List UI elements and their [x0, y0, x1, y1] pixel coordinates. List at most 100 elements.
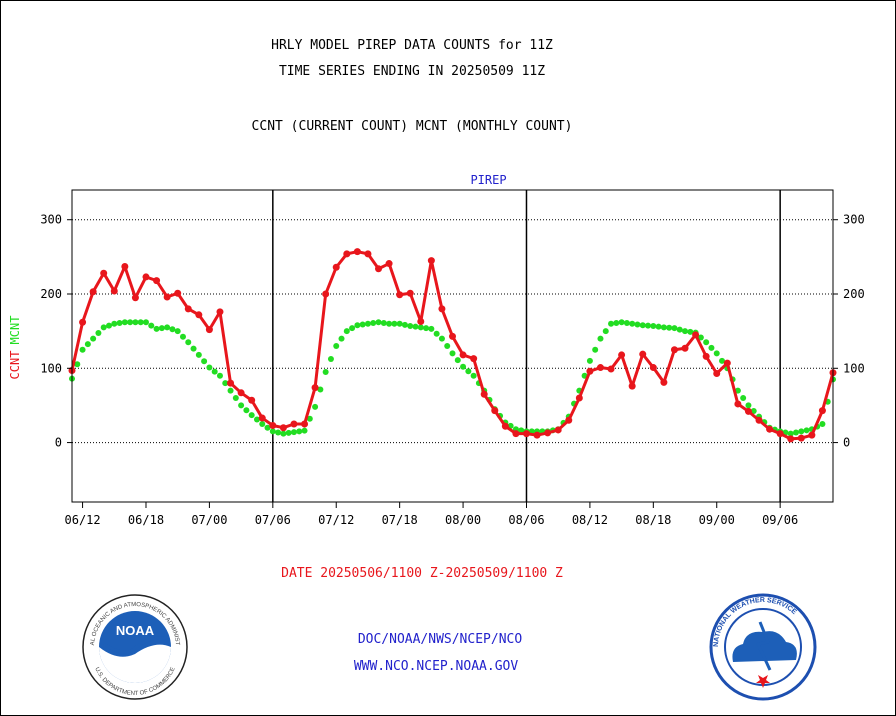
mcnt-point	[74, 361, 81, 368]
ccnt-point	[522, 430, 530, 438]
ccnt-point	[121, 263, 129, 271]
mcnt-point	[687, 328, 694, 335]
mcnt-point	[793, 429, 800, 436]
mcnt-point	[349, 325, 356, 332]
x-tick-label: 07/06	[255, 513, 291, 527]
mcnt-point	[719, 357, 726, 364]
mcnt-point	[438, 335, 445, 342]
x-tick-label: 09/00	[699, 513, 735, 527]
mcnt-point	[142, 319, 149, 326]
mcnt-point	[666, 324, 673, 331]
x-tick-label: 08/18	[635, 513, 671, 527]
ccnt-line	[70, 250, 835, 441]
ccnt-point	[639, 350, 647, 358]
ccnt-point	[385, 260, 393, 268]
mcnt-point	[623, 319, 630, 326]
ccnt-point	[565, 416, 573, 424]
x-tick-label: 06/18	[128, 513, 164, 527]
mcnt-point	[359, 321, 366, 328]
mcnt-point	[787, 430, 794, 437]
ccnt-point	[301, 420, 309, 428]
footer-url[interactable]: WWW.NCO.NCEP.NOAA.GOV	[353, 659, 519, 674]
ccnt-point	[649, 364, 657, 372]
mcnt-point	[645, 322, 652, 329]
ccnt-point	[596, 364, 604, 372]
mcnt-point	[132, 319, 139, 326]
mcnt-point	[90, 335, 97, 342]
mcnt-point	[671, 325, 678, 332]
ccnt-point	[449, 332, 456, 340]
ccnt-point	[258, 414, 266, 422]
mcnt-point	[391, 320, 398, 327]
ccnt-point	[163, 293, 171, 301]
mcnt-point	[586, 357, 593, 364]
ccnt-point	[269, 421, 277, 429]
ccnt-point	[628, 382, 636, 390]
plot-frame	[71, 189, 834, 503]
mcnt-point	[708, 344, 715, 351]
mcnt-point	[216, 372, 223, 379]
x-tick-label: 08/00	[445, 513, 481, 527]
ccnt-point	[427, 257, 435, 265]
mcnt-point	[454, 357, 461, 364]
mcnt-point	[148, 322, 155, 329]
ccnt-point	[406, 289, 414, 297]
ccnt-point	[110, 287, 118, 295]
mcnt-point	[354, 322, 361, 329]
mcnt-point	[697, 334, 704, 341]
ccnt-point	[353, 248, 361, 256]
mcnt-point	[253, 416, 260, 423]
grid-layer	[72, 190, 833, 502]
y-label-mcnt: MCNT	[8, 316, 22, 345]
nws-logo: NATIONAL WEATHER SERVICE	[709, 593, 817, 701]
ccnt-point	[702, 352, 710, 360]
mcnt-point	[364, 320, 371, 327]
noaa-logo-text: NOAA	[116, 623, 155, 638]
y-label-ccnt: CCNT	[8, 351, 22, 380]
ccnt-point	[470, 355, 478, 363]
ccnt-point	[554, 426, 562, 434]
x-tick-label: 07/18	[382, 513, 418, 527]
mcnt-point	[121, 319, 128, 326]
mcnt-point	[95, 330, 102, 336]
mcnt-point	[602, 328, 609, 335]
mcnt-point	[195, 351, 202, 358]
ccnt-point	[744, 407, 752, 415]
mcnt-point	[312, 403, 319, 410]
mcnt-point	[169, 326, 176, 333]
ccnt-point	[79, 318, 87, 326]
ccnt-point	[586, 367, 594, 375]
mcnt-point	[100, 324, 107, 331]
x-tick-label: 09/06	[762, 513, 798, 527]
x-tick-label: 07/12	[318, 513, 354, 527]
mcnt-point	[819, 421, 826, 427]
mcnt-point	[158, 325, 165, 332]
ccnt-point	[375, 265, 383, 273]
axis-layer: 0 0 100 100 200 200 300 300 06/12 06/18 07/00 07/06…	[8, 173, 865, 527]
y-tick-label-right: 100	[843, 361, 865, 375]
mcnt-point	[153, 325, 160, 332]
panel-title: PIREP	[470, 173, 506, 187]
ccnt-point	[797, 434, 805, 442]
ccnt-point	[459, 351, 467, 359]
ccnt-point	[322, 290, 330, 298]
mcnt-point	[275, 429, 282, 436]
mcnt-point	[650, 322, 657, 329]
ccnt-point	[776, 430, 784, 438]
mcnt-point	[222, 380, 229, 387]
mcnt-point	[613, 319, 620, 326]
ccnt-point	[692, 331, 700, 339]
mcnt-point	[174, 328, 181, 335]
mcnt-point	[655, 323, 662, 330]
ccnt-point	[205, 326, 213, 334]
mcnt-point	[634, 321, 641, 328]
mcnt-point	[412, 323, 419, 330]
mcnt-point	[597, 335, 604, 342]
mcnt-point	[433, 330, 440, 337]
ccnt-point	[248, 396, 256, 404]
ccnt-point	[279, 424, 287, 432]
ccnt-point	[227, 379, 235, 387]
mcnt-point	[322, 369, 329, 375]
ccnt-point	[660, 378, 668, 386]
mcnt-point	[227, 387, 234, 394]
